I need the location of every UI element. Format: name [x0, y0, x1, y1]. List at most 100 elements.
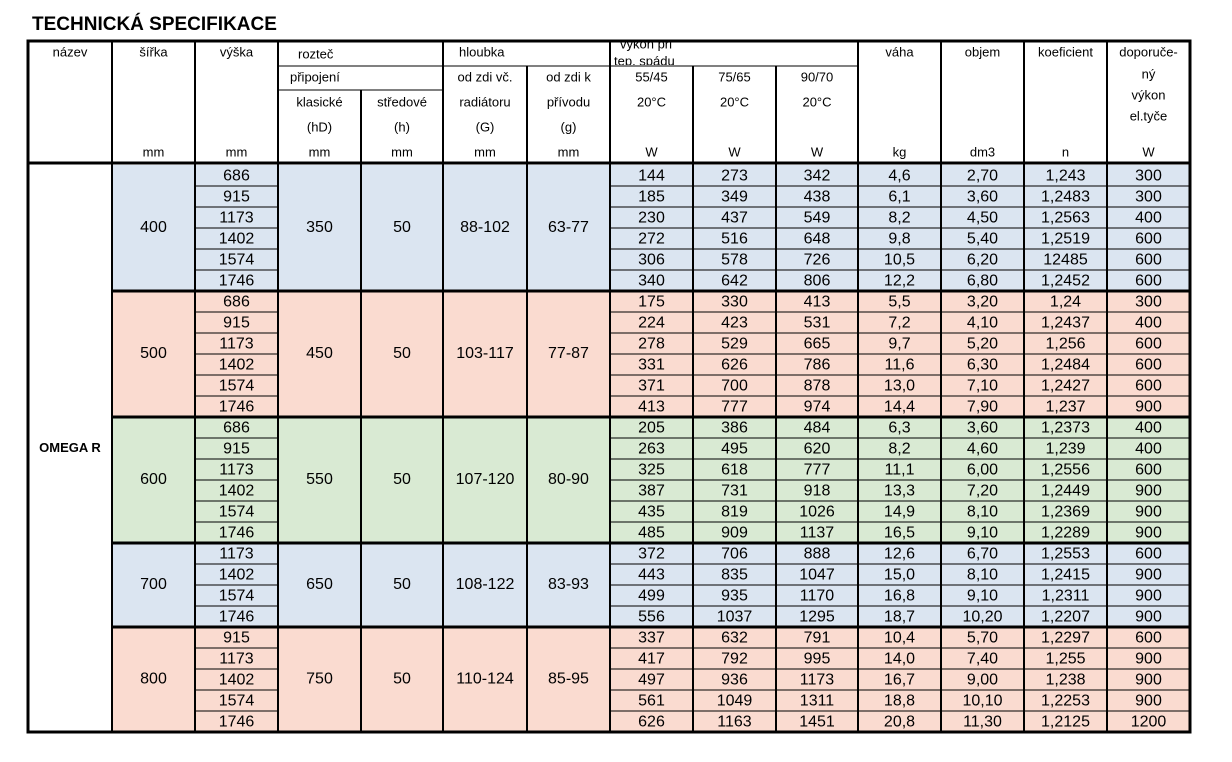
- cell-text: 626: [721, 357, 748, 374]
- cell-text: 7,10: [967, 378, 998, 395]
- cell-text: radiátoru: [459, 94, 510, 109]
- cell-text: 5,70: [967, 630, 998, 647]
- cell-text: TECHNICKÁ SPECIFIKACE: [32, 13, 277, 35]
- cell-text: 8,2: [888, 210, 910, 227]
- cell-text: 1311: [800, 693, 835, 710]
- cell-text: 90/70: [801, 69, 834, 84]
- cell-text: 1,2449: [1041, 483, 1090, 500]
- cell-text: 1,2427: [1041, 378, 1090, 395]
- cell-text: 726: [804, 252, 831, 269]
- cell-text: 1,256: [1045, 336, 1085, 353]
- cell-text: 600: [1135, 357, 1162, 374]
- cell-text: 819: [721, 504, 748, 521]
- cell-text: OMEGA R: [39, 440, 101, 455]
- cell-text: 700: [140, 576, 167, 593]
- cell-text: 600: [1135, 546, 1162, 563]
- cell-text: 14,4: [884, 399, 915, 416]
- cell-text: 10,10: [962, 693, 1002, 710]
- cell-text: 50: [393, 345, 411, 362]
- cell-text: 1173: [219, 210, 254, 227]
- cell-text: 1163: [717, 714, 752, 731]
- cell-text: 400: [140, 219, 167, 236]
- cell-text: 438: [804, 189, 831, 206]
- cell-text: výkon při: [620, 36, 672, 51]
- cell-text: 205: [638, 420, 665, 437]
- cell-text: 7,20: [967, 483, 998, 500]
- cell-text: 50: [393, 671, 411, 688]
- cell-text: 1,2207: [1041, 609, 1090, 626]
- cell-text: název: [53, 44, 88, 59]
- cell-text: 900: [1135, 525, 1162, 542]
- cell-text: výkon: [1132, 87, 1166, 102]
- cell-text: 1,2556: [1041, 462, 1090, 479]
- cell-text: 16,8: [884, 588, 915, 605]
- cell-text: 974: [804, 399, 831, 416]
- cell-text: 7,90: [967, 399, 998, 416]
- cell-text: 806: [804, 273, 831, 290]
- cell-text: 1137: [800, 525, 835, 542]
- cell-text: 4,6: [888, 168, 910, 185]
- cell-text: 731: [721, 483, 748, 500]
- cell-text: 108-122: [456, 576, 515, 593]
- cell-text: 450: [306, 345, 333, 362]
- cell-text: 497: [638, 672, 665, 689]
- cell-text: 556: [638, 609, 665, 626]
- cell-text: 1295: [799, 609, 835, 626]
- cell-text: 12,6: [884, 546, 915, 563]
- cell-text: 1746: [219, 273, 255, 290]
- cell-text: 918: [804, 483, 831, 500]
- cell-text: 3,20: [967, 294, 998, 311]
- cell-text: 9,8: [888, 231, 910, 248]
- cell-text: 6,70: [967, 546, 998, 563]
- cell-text: 6,1: [888, 189, 910, 206]
- cell-text: mm: [143, 144, 165, 159]
- cell-text: středové: [377, 94, 427, 109]
- cell-text: 435: [638, 504, 665, 521]
- cell-text: 632: [721, 630, 748, 647]
- cell-text: rozteč: [298, 46, 334, 61]
- cell-text: 13,0: [884, 378, 915, 395]
- cell-text: 278: [638, 336, 665, 353]
- cell-text: připojení: [290, 69, 340, 84]
- cell-text: 1173: [219, 336, 254, 353]
- cell-text: 9,00: [967, 672, 998, 689]
- cell-text: 915: [223, 441, 250, 458]
- cell-text: 9,7: [888, 336, 910, 353]
- cell-text: 7,40: [967, 651, 998, 668]
- cell-text: 443: [638, 567, 665, 584]
- cell-text: 686: [223, 168, 250, 185]
- cell-text: 185: [638, 189, 665, 206]
- cell-text: 18,7: [884, 609, 915, 626]
- cell-text: 16,7: [884, 672, 915, 689]
- cell-text: 618: [721, 462, 748, 479]
- cell-text: 936: [721, 672, 748, 689]
- cell-text: 995: [804, 651, 831, 668]
- cell-text: 1173: [800, 672, 835, 689]
- cell-text: 1,2452: [1041, 273, 1090, 290]
- cell-text: 620: [804, 441, 831, 458]
- cell-text: 1,238: [1045, 672, 1085, 689]
- cell-text: 1,2483: [1041, 189, 1090, 206]
- cell-text: hloubka: [459, 44, 505, 59]
- cell-text: 1402: [219, 567, 255, 584]
- cell-text: 1,2373: [1041, 420, 1090, 437]
- cell-text: 273: [721, 168, 748, 185]
- cell-text: 600: [1135, 378, 1162, 395]
- cell-text: (hD): [307, 119, 332, 134]
- cell-text: 1,2369: [1041, 504, 1090, 521]
- cell-text: 400: [1135, 441, 1162, 458]
- cell-text: 342: [804, 168, 831, 185]
- cell-text: 626: [638, 714, 665, 731]
- cell-text: 485: [638, 525, 665, 542]
- cell-text: W: [811, 144, 824, 159]
- cell-text: 1,2563: [1041, 210, 1090, 227]
- cell-text: 900: [1135, 651, 1162, 668]
- cell-text: 600: [1135, 462, 1162, 479]
- cell-text: 777: [804, 462, 831, 479]
- cell-text: 50: [393, 471, 411, 488]
- cell-text: 786: [804, 357, 831, 374]
- cell-text: 1173: [219, 546, 254, 563]
- cell-text: mm: [226, 144, 248, 159]
- cell-text: 549: [804, 210, 831, 227]
- cell-text: doporuče-: [1119, 44, 1178, 59]
